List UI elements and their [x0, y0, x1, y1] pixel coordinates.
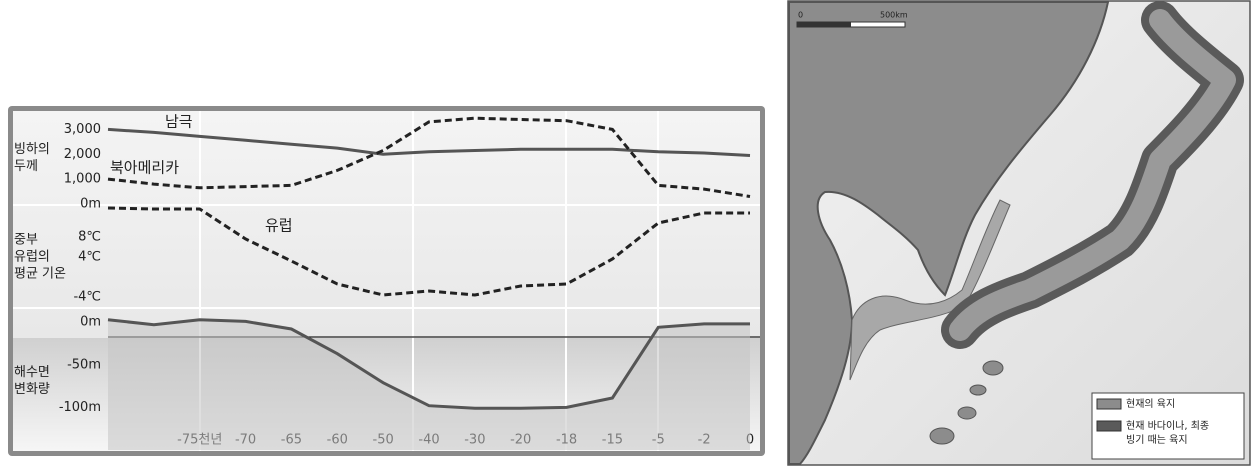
series-label: 유럽: [265, 217, 293, 235]
legend-swatch: [1097, 399, 1121, 409]
y-tick-label: 4℃: [78, 250, 101, 265]
y-tick-label: -50m: [67, 357, 101, 372]
y-axis-label: 빙하의: [14, 142, 50, 157]
y-axis-label: 해수면: [14, 365, 50, 380]
y-tick-label: 8℃: [78, 230, 101, 245]
y-axis-label: 평균 기온: [14, 267, 66, 282]
island: [958, 407, 976, 419]
island: [930, 428, 954, 444]
legend-swatch: [1097, 421, 1121, 431]
y-axis-label: 두께: [14, 159, 38, 174]
legend-label: 빙기 때는 육지: [1126, 434, 1188, 446]
y-axis-label: 유럽의: [14, 250, 50, 265]
scale-label: 500km: [880, 11, 908, 20]
y-tick-label: 1,000: [64, 172, 101, 187]
y-axis-label: 변화량: [14, 382, 50, 397]
y-tick-label: -100m: [59, 400, 101, 415]
island: [970, 385, 986, 395]
y-axis-label: 중부: [14, 233, 38, 248]
legend-label: 현재 바다이나, 최종: [1126, 420, 1209, 432]
series-label: 남극: [165, 113, 193, 131]
scale-bar: [797, 22, 851, 27]
legend-label: 현재의 육지: [1126, 398, 1175, 410]
scale-label: 0: [798, 11, 803, 20]
y-tick-label: -4℃: [73, 290, 101, 305]
y-tick-label: 0m: [80, 197, 101, 212]
figure: -75천년-70-65-60-50-40-30-20-18-15-5-20빙하의…: [0, 0, 1257, 468]
y-tick-label: 2,000: [64, 147, 101, 162]
y-tick-label: 3,000: [64, 122, 101, 137]
y-tick-label: 0m: [80, 315, 101, 330]
island: [983, 361, 1003, 375]
series-label: 북아메리카: [110, 159, 179, 177]
